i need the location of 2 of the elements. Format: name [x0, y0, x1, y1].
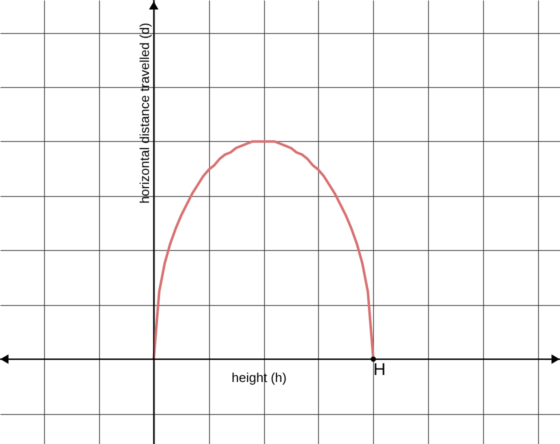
text: H: [373, 360, 386, 380]
y-axis-title: horizontal distance travelled (d): [137, 22, 152, 204]
